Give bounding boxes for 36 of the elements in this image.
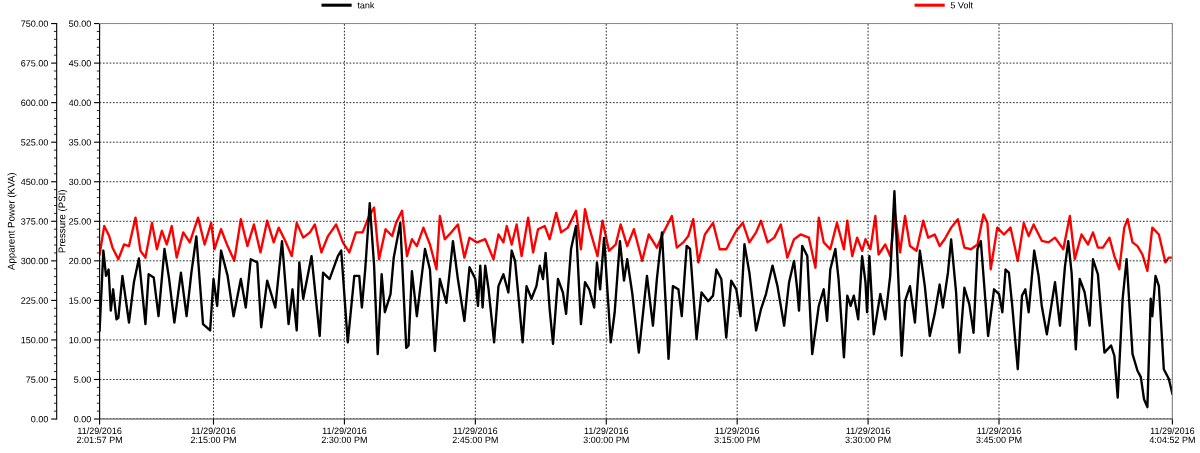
x-tick-label: 11/29/2016 2:30:00 PM bbox=[321, 427, 367, 444]
x-tick-label: 11/29/2016 4:04:52 PM bbox=[1149, 427, 1195, 444]
y2-tick-label: 150.00 bbox=[21, 336, 48, 344]
y2-tick-label: 525.00 bbox=[21, 139, 48, 146]
y-tick-label: 45.00 bbox=[68, 60, 91, 67]
x-tick-label: 11/29/2016 3:45:00 PM bbox=[976, 427, 1022, 444]
y2-tick-label: 0.00 bbox=[31, 415, 48, 423]
y-tick-label: 25.00 bbox=[69, 218, 91, 225]
x-tick-label: 11/29/2016 3:30:00 PM bbox=[845, 427, 891, 444]
y-tick-label: 5.00 bbox=[74, 376, 91, 383]
line-series bbox=[99, 206, 1173, 273]
y2-tick-label: 675.00 bbox=[21, 60, 48, 67]
x-tick-label: 11/29/2016 3:15:00 PM bbox=[714, 427, 760, 444]
y-tick-label: 35.00 bbox=[69, 139, 91, 146]
y2-tick-label: 450.00 bbox=[20, 178, 48, 186]
y2-tick-label: 600.00 bbox=[21, 99, 48, 107]
y2-tick-label: 375.00 bbox=[21, 218, 48, 225]
y-tick-label: 10.00 bbox=[69, 336, 91, 344]
legend-label: 5 Volt bbox=[950, 1, 973, 9]
x-tick-label: 11/29/2016 3:00:00 PM bbox=[583, 427, 629, 444]
y2-tick-label: 300.00 bbox=[21, 257, 48, 265]
y-tick-label: 30.00 bbox=[69, 178, 91, 186]
x-tick-label: 11/29/2016 2:15:00 PM bbox=[190, 427, 236, 444]
y-tick-label: 40.00 bbox=[68, 99, 91, 107]
y-tick-label: 50.00 bbox=[69, 20, 91, 27]
y-axis-title: Pressure (PSI) bbox=[58, 190, 68, 253]
y-tick-label: 15.00 bbox=[69, 297, 91, 304]
legend-label: tank bbox=[357, 1, 375, 9]
x-tick-label: 11/29/2016 2:01:57 PM bbox=[76, 427, 122, 444]
y2-tick-label: 750.00 bbox=[21, 20, 48, 27]
x-tick-label: 11/29/2016 2:45:00 PM bbox=[452, 427, 498, 444]
y2-tick-label: 75.00 bbox=[26, 376, 48, 383]
y2-axis-title: Apparent Power (KVA) bbox=[7, 173, 17, 271]
y2-tick-label: 225.00 bbox=[21, 297, 48, 304]
y-tick-label: 0.00 bbox=[74, 415, 91, 423]
y-tick-label: 20.00 bbox=[69, 257, 91, 265]
